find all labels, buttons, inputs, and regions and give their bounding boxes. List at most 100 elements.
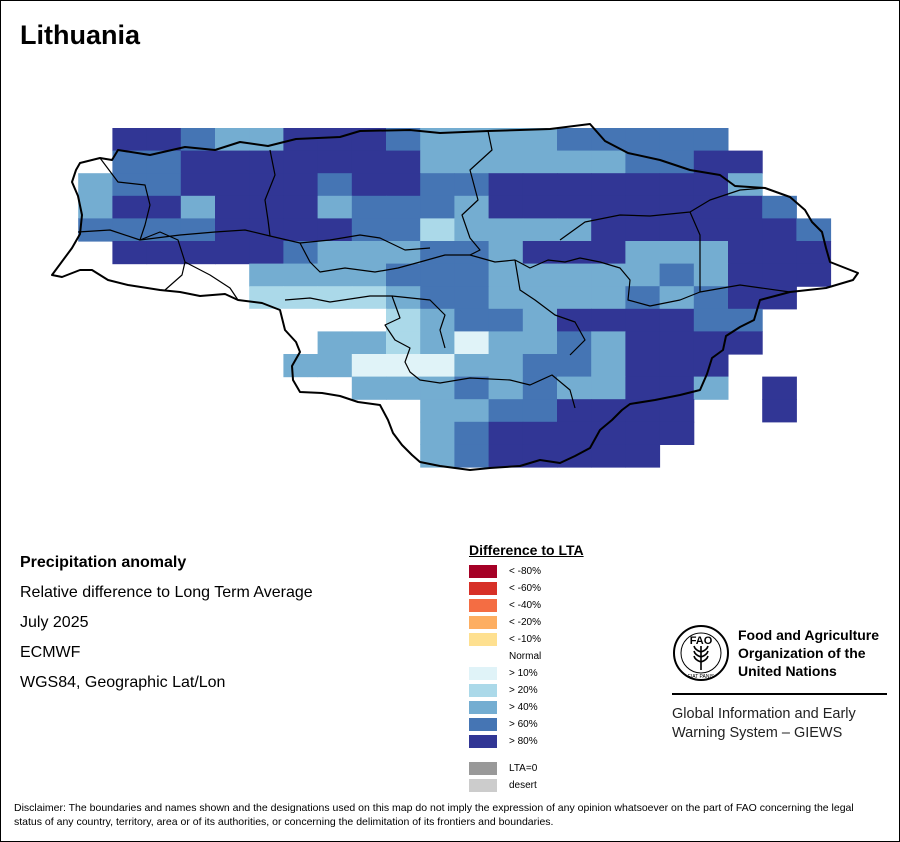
legend-swatch: [469, 667, 497, 680]
admin-boundary: [689, 211, 701, 292]
anomaly-cell: [78, 195, 113, 219]
anomaly-cell: [454, 444, 490, 468]
legend-label: < -40%: [509, 600, 541, 611]
anomaly-cell: [386, 195, 421, 219]
anomaly-cell: [317, 218, 353, 242]
anomaly-cell: [796, 218, 832, 242]
anomaly-cell: [454, 308, 490, 332]
anomaly-cell: [728, 195, 763, 219]
anomaly-cell: [693, 218, 729, 242]
anomaly-cell: [522, 128, 558, 152]
legend-extra-items: LTA=0 desert: [469, 761, 584, 795]
anomaly-cell: [488, 128, 524, 152]
anomaly-cell: [659, 128, 695, 152]
anomaly-cell: [693, 331, 729, 355]
legend-item: < -80%: [469, 564, 584, 581]
anomaly-cell: [557, 195, 592, 219]
anomaly-cell: [454, 376, 490, 400]
anomaly-cell: [625, 308, 661, 332]
anomaly-cell: [522, 354, 558, 378]
admin-boundary: [461, 130, 493, 256]
anomaly-cell: [522, 263, 558, 287]
anomaly-cell: [488, 376, 524, 400]
anomaly-cell: [522, 331, 558, 355]
anomaly-cell: [283, 150, 319, 174]
anomaly-cell: [386, 354, 421, 378]
anomaly-cell: [351, 308, 387, 332]
legend-label: > 40%: [509, 702, 538, 713]
legend-item: < -60%: [469, 581, 584, 598]
anomaly-cell: [591, 376, 626, 400]
anomaly-cell: [693, 173, 729, 197]
anomaly-cell: [317, 173, 353, 197]
anomaly-cell: [693, 263, 729, 287]
anomaly-cell: [659, 241, 695, 265]
anomaly-cell: [728, 218, 763, 242]
anomaly-cell: [728, 286, 763, 310]
admin-boundary: [514, 259, 586, 356]
anomaly-cell: [693, 376, 729, 400]
legend-label: > 20%: [509, 685, 538, 696]
admin-boundary: [284, 295, 576, 409]
precipitation-anomaly-map: [51, 123, 859, 471]
anomaly-cell: [591, 308, 626, 332]
anomaly-cell: [249, 241, 284, 265]
anomaly-cell: [522, 399, 558, 423]
legend-item: < -40%: [469, 598, 584, 615]
anomaly-cell: [522, 150, 558, 174]
anomaly-cell: [762, 376, 797, 400]
legend-item: Normal: [469, 649, 584, 666]
anomaly-cell: [522, 376, 558, 400]
anomaly-cell: [625, 150, 661, 174]
admin-boundary: [559, 187, 766, 241]
anomaly-cell: [625, 444, 661, 468]
anomaly-cell: [215, 218, 250, 242]
anomaly-cell: [283, 308, 319, 332]
legend-swatch: [469, 582, 497, 595]
anomaly-cell: [693, 241, 729, 265]
anomaly-cell: [488, 421, 524, 445]
info-period: July 2025: [20, 614, 89, 631]
anomaly-cell: [317, 308, 353, 332]
anomaly-cell: [454, 150, 490, 174]
anomaly-cell: [420, 444, 455, 468]
anomaly-cell: [249, 128, 284, 152]
anomaly-cell: [420, 150, 455, 174]
anomaly-cell: [522, 286, 558, 310]
anomaly-cell: [454, 331, 490, 355]
anomaly-cell: [146, 128, 182, 152]
anomaly-cell: [625, 128, 661, 152]
anomaly-cell: [249, 173, 284, 197]
anomaly-cell: [386, 218, 421, 242]
anomaly-cell: [557, 241, 592, 265]
anomaly-cell: [659, 218, 695, 242]
anomaly-cell: [249, 286, 284, 310]
anomaly-cell: [317, 241, 353, 265]
anomaly-cell: [454, 218, 490, 242]
info-projection: WGS84, Geographic Lat/Lon: [20, 674, 226, 691]
anomaly-cell: [591, 399, 626, 423]
anomaly-cell: [386, 241, 421, 265]
anomaly-cell: [659, 399, 695, 423]
anomaly-cell: [659, 195, 695, 219]
anomaly-cell: [386, 376, 421, 400]
giews-line: Warning System – GIEWS: [672, 725, 843, 741]
anomaly-cell: [796, 241, 832, 265]
anomaly-cell: [283, 173, 319, 197]
legend-swatch: [469, 599, 497, 612]
anomaly-cell: [557, 354, 592, 378]
anomaly-cell: [146, 173, 182, 197]
map-info: Precipitation anomaly Relative differenc…: [20, 548, 313, 698]
admin-boundary: [299, 242, 516, 273]
anomaly-cell: [625, 241, 661, 265]
anomaly-cell: [112, 173, 148, 197]
anomaly-cell: [180, 173, 216, 197]
anomaly-cell: [249, 263, 284, 287]
anomaly-cell: [728, 308, 763, 332]
anomaly-cell: [146, 241, 182, 265]
fao-divider: [672, 693, 887, 695]
anomaly-cell: [522, 173, 558, 197]
legend-swatch: [469, 735, 497, 748]
anomaly-cell: [557, 308, 592, 332]
legend-label: < -10%: [509, 634, 541, 645]
